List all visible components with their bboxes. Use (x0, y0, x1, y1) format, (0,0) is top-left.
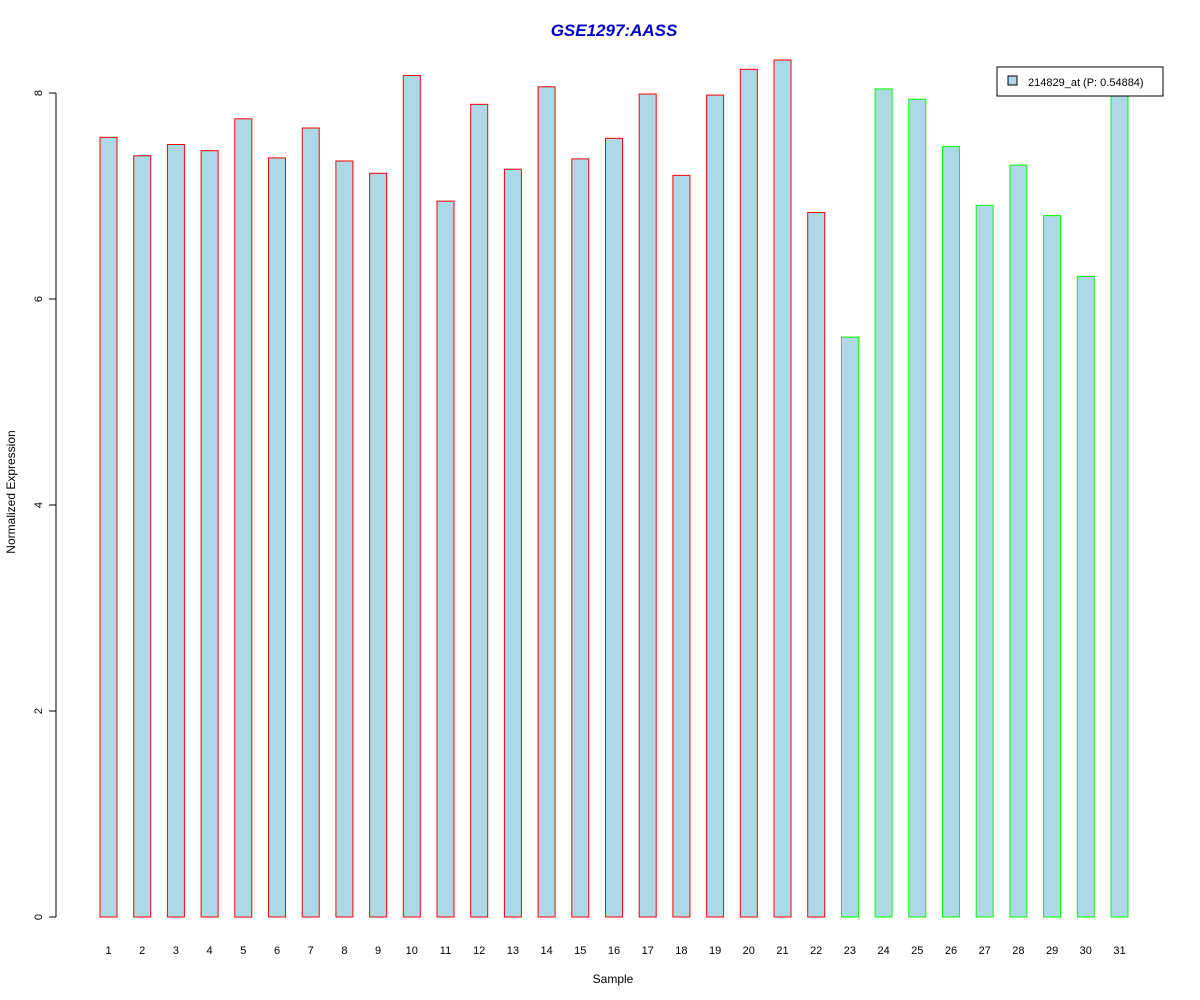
x-tick-label: 2 (139, 945, 145, 957)
x-tick-label: 4 (207, 945, 213, 957)
x-tick-label: 29 (1046, 945, 1058, 957)
bar-sample-13 (503, 168, 522, 918)
bar-sample-24 (874, 88, 893, 918)
bar-sample-20 (739, 68, 758, 918)
x-tick-label: 10 (406, 945, 418, 957)
x-tick-label: 6 (274, 945, 280, 957)
bar-sample-31 (1110, 92, 1129, 918)
x-tick-label: 30 (1080, 945, 1092, 957)
x-tick-label: 26 (945, 945, 957, 957)
chart-title: GSE1297:AASS (551, 21, 678, 40)
x-tick-label: 9 (375, 945, 381, 957)
y-tick-label: 6 (33, 296, 45, 302)
x-tick-label: 27 (979, 945, 991, 957)
bar-sample-22 (807, 212, 826, 918)
x-tick-label: 12 (473, 945, 485, 957)
y-tick-label: 2 (33, 708, 45, 714)
x-tick-label: 31 (1113, 945, 1125, 957)
bar-sample-14 (537, 86, 556, 918)
x-tick-label: 28 (1012, 945, 1024, 957)
x-tick-label: 1 (105, 945, 111, 957)
bar-sample-21 (773, 59, 792, 918)
x-tick-label: 11 (440, 945, 451, 957)
bar-sample-16 (605, 137, 623, 918)
bars (99, 59, 1129, 918)
bar-sample-25 (908, 98, 927, 918)
bar-sample-5 (234, 118, 253, 918)
x-tick-label: 7 (308, 945, 314, 957)
bar-sample-7 (301, 127, 320, 918)
x-tick-label: 13 (507, 945, 519, 957)
x-tick-label: 8 (341, 945, 347, 957)
legend-label: 214829_at (P: 0.54884) (1028, 77, 1144, 89)
bar-sample-17 (638, 93, 657, 918)
bar-sample-3 (166, 144, 185, 918)
legend-swatch (1007, 75, 1018, 86)
bar-sample-10 (402, 75, 421, 918)
bar-sample-4 (200, 150, 219, 918)
bar-sample-23 (840, 336, 859, 918)
bar-sample-26 (942, 146, 960, 918)
bar-sample-1 (99, 136, 118, 918)
bar-sample-29 (1043, 215, 1062, 918)
x-tick-label: 17 (642, 945, 654, 957)
y-axis: 0 2 4 6 8 (33, 90, 57, 920)
x-tick-label: 5 (240, 945, 246, 957)
x-axis-label: Sample (593, 972, 634, 986)
x-tick-labels: 1 2 3 4 5 6 7 8 9 10 11 12 13 14 15 16 17 18 19 20 21 22 23 24 2… (105, 945, 1125, 957)
y-tick-label: 4 (33, 502, 45, 508)
bar-sample-8 (335, 160, 354, 918)
bar-sample-12 (470, 103, 489, 918)
bar-sample-11 (436, 200, 455, 918)
y-tick-label: 8 (33, 90, 45, 96)
x-tick-label: 25 (911, 945, 923, 957)
bar-sample-28 (1009, 164, 1028, 918)
bar-sample-18 (672, 174, 691, 918)
x-tick-label: 22 (810, 945, 822, 957)
x-tick-label: 14 (540, 945, 552, 957)
bar-sample-15 (571, 158, 590, 918)
y-tick-label: 0 (33, 914, 45, 920)
bar-sample-9 (369, 172, 388, 918)
legend: 214829_at (P: 0.54884) (996, 66, 1164, 97)
bar-sample-2 (133, 155, 152, 918)
y-axis-label: Normalized Expression (4, 430, 18, 553)
x-tick-label: 19 (709, 945, 721, 957)
bar-sample-27 (975, 204, 994, 918)
bar-sample-19 (706, 94, 725, 918)
bar-sample-30 (1076, 275, 1095, 918)
x-tick-label: 20 (743, 945, 755, 957)
x-tick-label: 21 (776, 945, 788, 957)
bar-sample-6 (268, 157, 286, 918)
x-tick-label: 16 (608, 945, 620, 957)
x-tick-label: 15 (574, 945, 586, 957)
legend-box (996, 66, 1164, 97)
x-tick-label: 23 (844, 945, 856, 957)
x-tick-label: 24 (877, 945, 889, 957)
x-tick-label: 3 (173, 945, 179, 957)
x-tick-label: 18 (675, 945, 687, 957)
